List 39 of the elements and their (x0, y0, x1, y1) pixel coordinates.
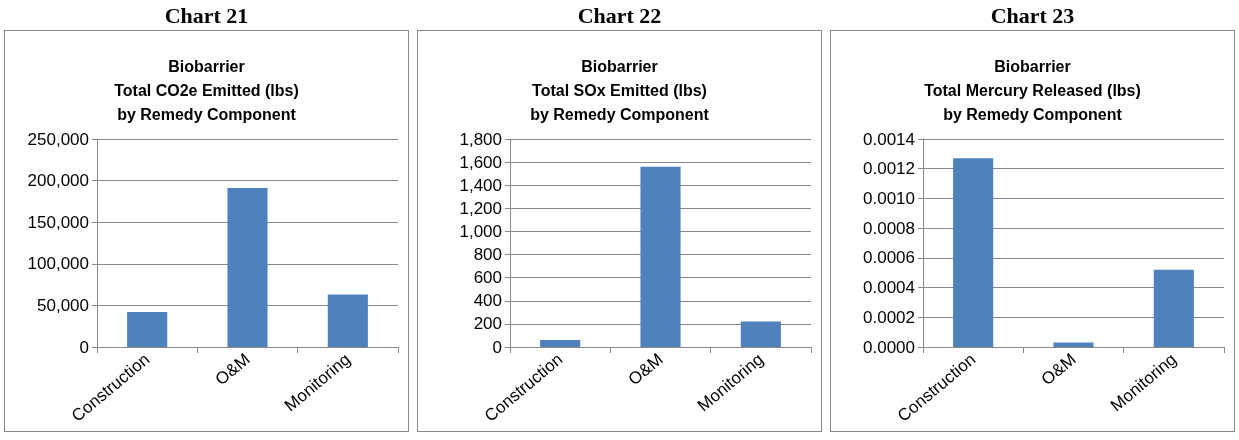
y-tick-label: 150,000 (27, 212, 89, 232)
chart-title: Chart 21 (163, 2, 250, 30)
bar (640, 166, 681, 347)
bar (127, 312, 168, 347)
y-tick-label: 0.0014 (863, 129, 915, 149)
y-tick-label: 800 (473, 245, 502, 265)
y-tick-label: 0.0006 (863, 248, 915, 268)
y-tick-label: 0.0002 (863, 307, 915, 327)
y-tick-label: 200 (473, 314, 502, 334)
chart-subtitle: Biobarrier Total Mercury Released (lbs) by Remedy Component (924, 57, 1141, 123)
chart-title: Chart 22 (576, 2, 663, 30)
y-tick-label: 400 (473, 291, 502, 311)
bar (953, 158, 994, 347)
y-tick-label: 1,400 (459, 175, 502, 195)
bar (1153, 269, 1194, 347)
y-tick-label: 200,000 (27, 171, 89, 191)
chart-title: Chart 23 (989, 2, 1076, 30)
y-tick-label: 1,800 (459, 129, 502, 149)
bar (740, 321, 781, 347)
y-tick-label: 0.0012 (863, 159, 915, 179)
bar (327, 294, 368, 347)
y-tick-label: 0 (492, 337, 502, 357)
chart-subtitle: Biobarrier Total SOx Emitted (lbs) by Remedy Component (530, 57, 710, 123)
y-tick-label: 1,200 (459, 198, 502, 218)
y-tick-label: 0.0010 (863, 188, 915, 208)
y-tick-label: 0 (79, 337, 89, 357)
y-tick-label: 600 (473, 268, 502, 288)
bar (227, 188, 268, 347)
y-tick-label: 250,000 (27, 129, 89, 149)
bar (540, 340, 581, 347)
y-tick-label: 0.0008 (863, 218, 915, 238)
bar (1053, 342, 1094, 347)
y-tick-label: 0.0004 (863, 278, 915, 298)
y-tick-label: 1,000 (459, 221, 502, 241)
y-tick-label: 0.0000 (863, 337, 915, 357)
y-tick-label: 100,000 (27, 254, 89, 274)
y-tick-label: 50,000 (37, 295, 89, 315)
chart-subtitle: Biobarrier Total CO2e Emitted (lbs) by Remedy Component (114, 57, 299, 123)
y-tick-label: 1,600 (459, 152, 502, 172)
